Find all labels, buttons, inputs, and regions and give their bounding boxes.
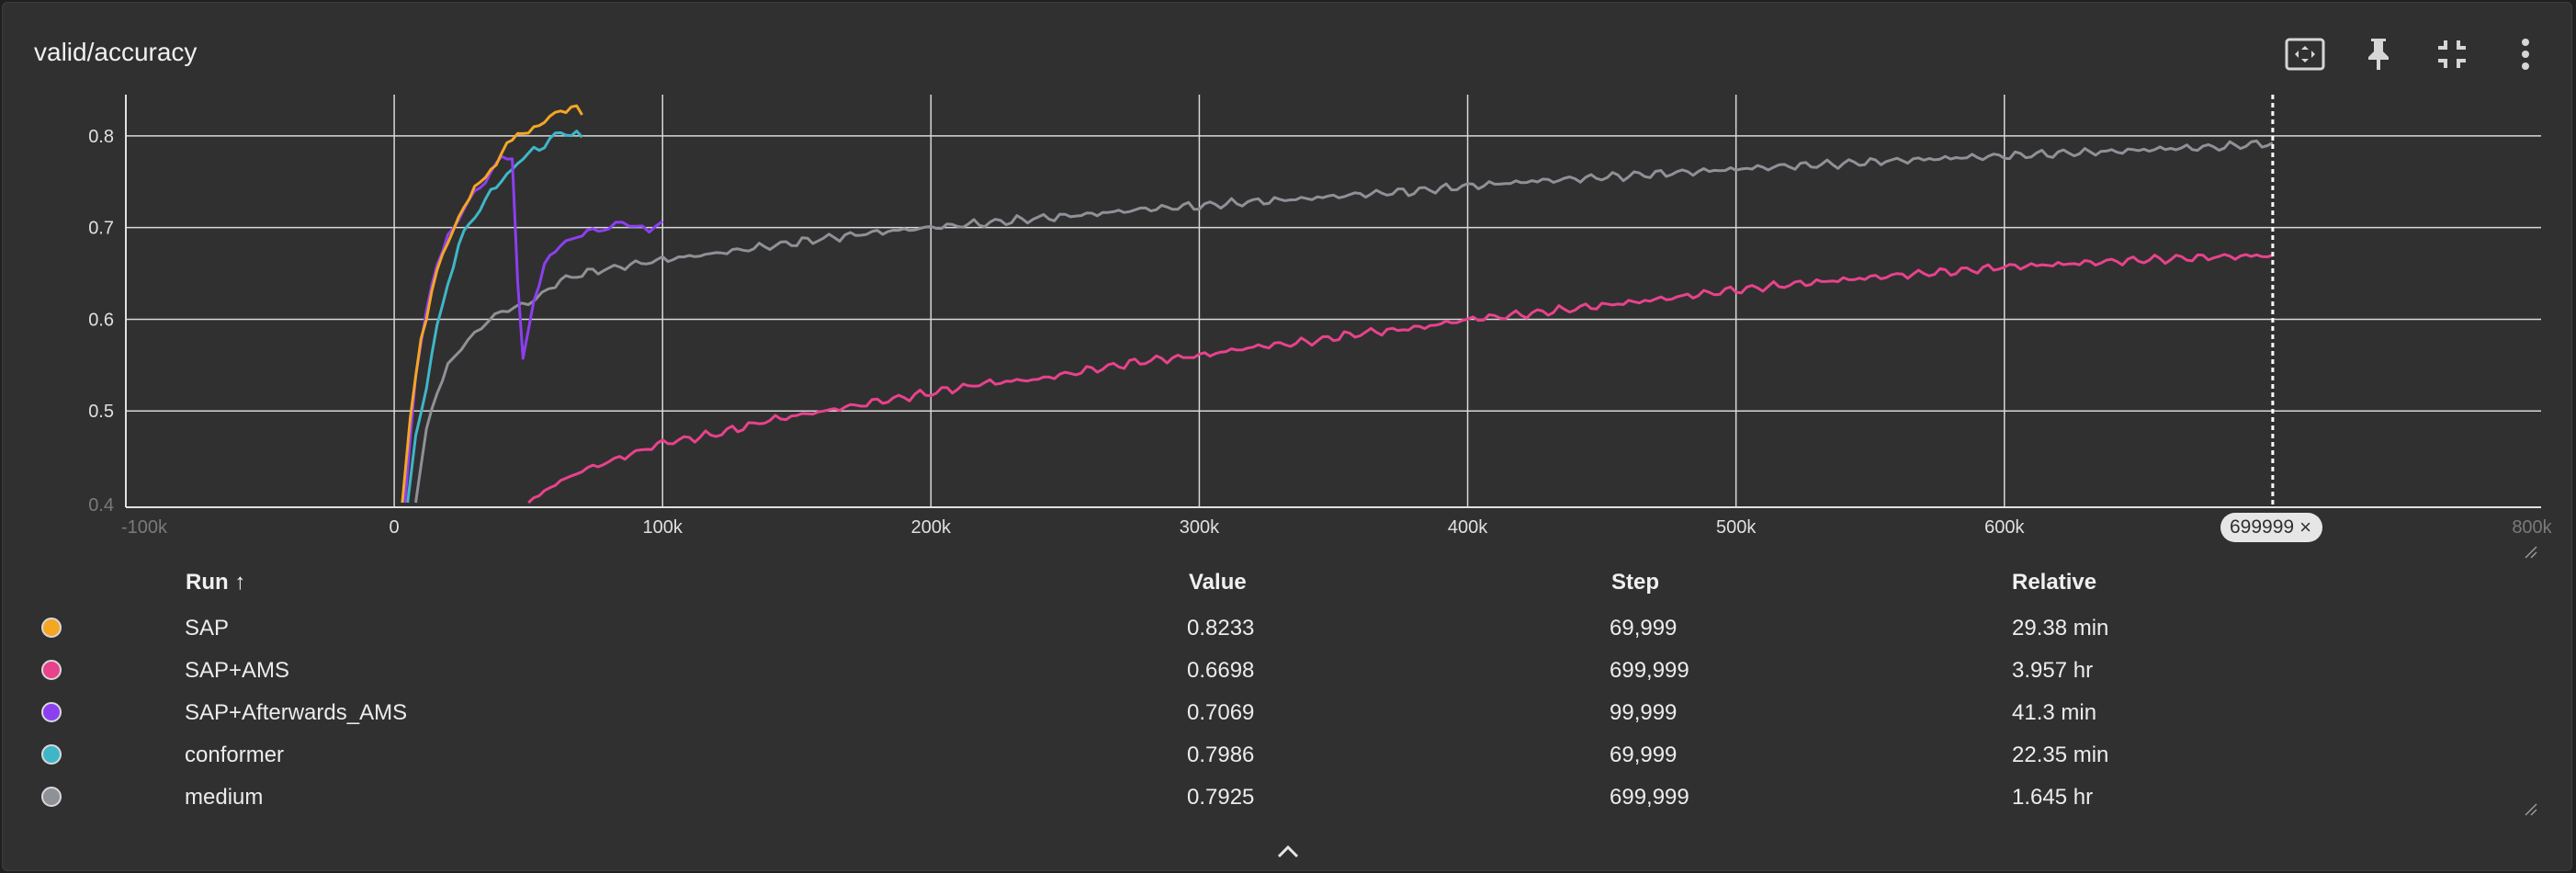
series-line-sap-ams — [527, 253, 2274, 505]
cell-relative: 22.35 min — [2012, 743, 2109, 767]
table-row[interactable]: SAP+AMS 0.6698 699,999 3.957 hr — [0, 649, 2554, 691]
pin-icon — [2368, 39, 2389, 70]
grid — [126, 95, 2541, 507]
cell-relative: 41.3 min — [2012, 700, 2097, 725]
hover-step-chip[interactable]: 699999 × — [2220, 513, 2322, 542]
expand-toggle-button[interactable] — [1271, 838, 1305, 866]
cell-run: SAP+Afterwards_AMS — [185, 700, 408, 725]
table-row[interactable]: medium 0.7925 699,999 1.645 hr — [0, 776, 2554, 818]
run-color-swatch[interactable] — [41, 660, 62, 680]
cell-run: SAP — [185, 616, 230, 641]
x-tick-label: 300k — [1180, 517, 1220, 538]
column-header-step[interactable]: Step — [1611, 570, 1660, 595]
collapse-button[interactable] — [2426, 28, 2478, 80]
cell-run: conformer — [185, 743, 285, 767]
table-row[interactable]: SAP+Afterwards_AMS 0.7069 99,999 41.3 min — [0, 691, 2554, 733]
y-tick-label: 0.7 — [88, 219, 114, 239]
resize-handle-icon[interactable] — [2525, 803, 2537, 816]
collapse-icon — [2438, 40, 2466, 68]
x-tick-label: 0 — [390, 517, 400, 538]
pin-button[interactable] — [2353, 28, 2404, 80]
cell-step: 69,999 — [1610, 743, 1678, 767]
cell-step: 99,999 — [1610, 700, 1678, 725]
more-options-button[interactable] — [2500, 28, 2551, 80]
card-title: valid/accuracy — [34, 38, 198, 66]
column-header-value[interactable]: Value — [1189, 570, 1247, 595]
cell-value: 0.8233 — [1187, 616, 1255, 641]
x-tick-label: 600k — [1984, 517, 2025, 538]
resize-handle-icon[interactable] — [2525, 546, 2537, 559]
hover-step-label: 699999 — [2230, 516, 2295, 538]
cell-value: 0.7925 — [1187, 785, 1255, 810]
column-header-run[interactable]: Run ↑ — [186, 570, 246, 595]
y-tick-label: 0.5 — [88, 402, 114, 422]
run-color-swatch[interactable] — [41, 618, 62, 638]
column-header-relative[interactable]: Relative — [2012, 570, 2097, 595]
y-tick-label: 0.4 — [88, 495, 114, 516]
cell-step: 699,999 — [1610, 658, 1689, 683]
series-layer — [401, 104, 2274, 505]
table-row[interactable]: conformer 0.7986 69,999 22.35 min — [0, 733, 2554, 776]
cell-value: 0.6698 — [1187, 658, 1255, 683]
axes: 0 100k 200k 300k 400k 500k 600k -100k 800k 0.5 0.6… — [88, 95, 2553, 538]
y-tick-label: 0.6 — [88, 310, 114, 330]
y-tick-label: 0.8 — [88, 127, 114, 147]
cell-value: 0.7069 — [1187, 700, 1255, 725]
cell-step: 699,999 — [1610, 785, 1689, 810]
series-line-sap-afterwards-ams — [403, 154, 664, 504]
x-tick-label: 500k — [1716, 517, 1757, 538]
cell-relative: 29.38 min — [2012, 616, 2109, 641]
close-icon[interactable]: × — [2299, 516, 2311, 539]
cell-relative: 1.645 hr — [2012, 785, 2094, 810]
cell-run: medium — [185, 785, 264, 810]
series-line-sap — [401, 104, 583, 504]
chevron-up-icon — [1277, 845, 1299, 858]
run-color-swatch[interactable] — [41, 744, 62, 765]
x-tick-label: -100k — [121, 517, 168, 538]
run-color-swatch[interactable] — [41, 787, 62, 807]
series-line-medium — [414, 139, 2274, 504]
cell-value: 0.7986 — [1187, 743, 1255, 767]
more-vert-icon — [2522, 39, 2529, 70]
cell-step: 69,999 — [1610, 616, 1678, 641]
x-tick-label: 800k — [2512, 517, 2552, 538]
run-color-swatch[interactable] — [41, 702, 62, 722]
fit-domain-button[interactable] — [2279, 28, 2331, 80]
table-row[interactable]: SAP 0.8233 69,999 29.38 min — [0, 607, 2554, 649]
series-line-conformer — [406, 130, 583, 504]
x-tick-label: 200k — [911, 517, 952, 538]
cell-run: SAP+AMS — [185, 658, 290, 683]
x-tick-label: 100k — [643, 517, 684, 538]
x-tick-label: 400k — [1448, 517, 1488, 538]
fit-domain-icon — [2285, 38, 2325, 71]
line-chart[interactable]: 0 100k 200k 300k 400k 500k 600k -100k 800k 0.5 0.6… — [0, 0, 2576, 551]
cell-relative: 3.957 hr — [2012, 658, 2094, 683]
